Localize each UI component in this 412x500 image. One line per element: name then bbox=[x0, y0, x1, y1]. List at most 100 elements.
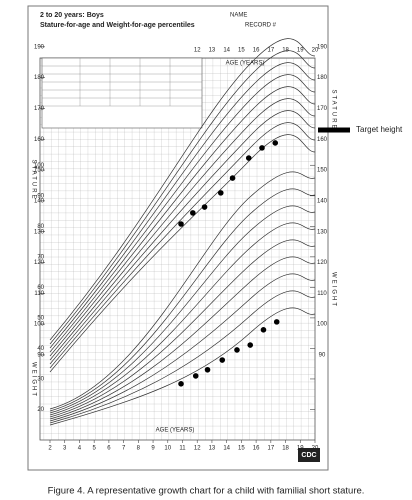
y-axis-label: WEIGHT bbox=[330, 272, 336, 308]
y-tick-label: 30 bbox=[37, 377, 44, 383]
stature-percentile-curve bbox=[49, 98, 316, 361]
y-tick-label-right: 190 bbox=[317, 44, 328, 50]
y-tick-label: 100 bbox=[34, 322, 45, 328]
data-point bbox=[217, 190, 224, 196]
x-axis-label: AGE (YEARS) bbox=[226, 61, 265, 67]
y-tick-label: 130 bbox=[34, 229, 45, 235]
weight-percentile-curve bbox=[49, 273, 316, 422]
y-tick-label: 100 bbox=[34, 163, 45, 169]
weight-percentile-curve bbox=[49, 256, 316, 420]
data-point bbox=[247, 342, 254, 348]
x-tick-label: 12 bbox=[194, 446, 201, 452]
record-label: RECORD # bbox=[245, 23, 277, 29]
target-height-bar bbox=[318, 127, 350, 133]
x-tick-label: 17 bbox=[267, 446, 274, 452]
x-axis-label: AGE (YEARS) bbox=[156, 428, 195, 434]
x-tick-label-top: 18 bbox=[282, 48, 289, 54]
x-tick-label-top: 17 bbox=[267, 48, 274, 54]
caption: Figure 4. A representative growth chart … bbox=[48, 486, 365, 497]
weight-percentile-curve bbox=[49, 171, 316, 410]
data-point bbox=[229, 175, 236, 181]
chart-title: 2 to 20 years: Boys bbox=[40, 12, 104, 19]
x-tick-label: 13 bbox=[209, 446, 216, 452]
y-tick-label-right: 130 bbox=[317, 229, 328, 235]
x-tick-label-top: 19 bbox=[297, 48, 304, 54]
y-tick-label: 110 bbox=[34, 291, 44, 297]
stature-percentile-curve bbox=[49, 38, 316, 341]
x-tick-label-top: 15 bbox=[238, 48, 245, 54]
y-tick-label-right: 140 bbox=[317, 198, 328, 204]
weight-percentile-curve bbox=[49, 290, 316, 424]
x-tick-label-top: 13 bbox=[209, 48, 216, 54]
y-tick-label: 20 bbox=[37, 407, 44, 413]
stature-percentile-curve bbox=[49, 122, 316, 369]
logo: CDC bbox=[301, 452, 316, 459]
y-tick-label: 60 bbox=[37, 285, 44, 291]
data-point bbox=[178, 381, 184, 387]
y-tick-label-right: 100 bbox=[317, 322, 328, 328]
x-tick-label: 20 bbox=[312, 446, 319, 452]
weight-percentile-curve bbox=[49, 188, 316, 412]
y-tick-label: 90 bbox=[37, 353, 44, 359]
data-point bbox=[192, 373, 199, 379]
stature-percentile-curve bbox=[49, 110, 316, 365]
x-tick-label: 8 bbox=[137, 446, 141, 452]
data-point bbox=[178, 221, 184, 227]
weight-percentile-curve bbox=[49, 307, 316, 426]
x-tick-label: 19 bbox=[297, 446, 304, 452]
y-axis-label: WEIGHT bbox=[30, 362, 36, 398]
data-point bbox=[190, 210, 196, 216]
y-tick-label-right: 170 bbox=[317, 106, 328, 112]
x-tick-label-top: 12 bbox=[194, 48, 201, 54]
x-tick-label: 14 bbox=[223, 446, 230, 452]
table-lines bbox=[42, 58, 202, 107]
y-axis-label: STATURE bbox=[330, 89, 336, 130]
measurement-table bbox=[41, 57, 203, 129]
y-tick-label: 120 bbox=[34, 260, 45, 266]
y-tick-label-right: 180 bbox=[317, 75, 328, 81]
y-tick-label: 170 bbox=[34, 106, 45, 112]
data-point bbox=[259, 145, 265, 151]
y-tick-label: 40 bbox=[37, 346, 44, 352]
data-point bbox=[272, 140, 279, 146]
x-tick-label: 6 bbox=[107, 446, 111, 452]
annotation: Target height bbox=[356, 125, 403, 134]
y-tick-label: 80 bbox=[37, 224, 44, 230]
stature-percentile-curve bbox=[49, 86, 316, 357]
y-tick-label-right: 110 bbox=[317, 291, 327, 297]
weight-percentile-curve bbox=[49, 239, 316, 418]
y-tick-label-right: 150 bbox=[317, 168, 328, 174]
x-tick-label: 4 bbox=[78, 446, 82, 452]
y-tick-label: 180 bbox=[34, 75, 45, 81]
y-tick-label-right: 90 bbox=[319, 353, 326, 359]
x-tick-label: 2 bbox=[48, 446, 52, 452]
data-point bbox=[219, 357, 226, 363]
x-tick-label: 3 bbox=[63, 446, 67, 452]
logo-box bbox=[298, 448, 320, 462]
stature-percentile-curve bbox=[49, 62, 316, 349]
y-tick-label-right: 120 bbox=[317, 260, 328, 266]
y-tick-label: 90 bbox=[37, 193, 44, 199]
y-axis-label: STATURE bbox=[30, 159, 36, 200]
x-tick-label-top: 16 bbox=[253, 48, 260, 54]
x-tick-label: 16 bbox=[253, 446, 260, 452]
data-point bbox=[234, 347, 240, 353]
y-tick-label-right: 160 bbox=[317, 137, 328, 143]
weight-percentile-curve bbox=[49, 205, 316, 414]
chart-subtitle: Stature-for-age and Weight-for-age perce… bbox=[40, 22, 195, 29]
y-tick-label: 140 bbox=[34, 198, 45, 204]
x-tick-label: 10 bbox=[164, 446, 171, 452]
data-point bbox=[273, 319, 280, 325]
x-tick-label: 15 bbox=[238, 446, 245, 452]
stature-percentile-curve bbox=[49, 74, 316, 353]
y-tick-label: 50 bbox=[37, 315, 44, 321]
y-tick-label: 70 bbox=[37, 254, 44, 260]
x-tick-label-top: 20 bbox=[312, 48, 319, 54]
x-tick-label: 11 bbox=[179, 446, 186, 452]
x-tick-label: 9 bbox=[151, 446, 155, 452]
x-tick-label-top: 14 bbox=[223, 48, 230, 54]
stature-percentile-curve bbox=[49, 50, 316, 345]
name-label: NAME bbox=[230, 13, 247, 19]
y-tick-label: 160 bbox=[34, 137, 45, 143]
